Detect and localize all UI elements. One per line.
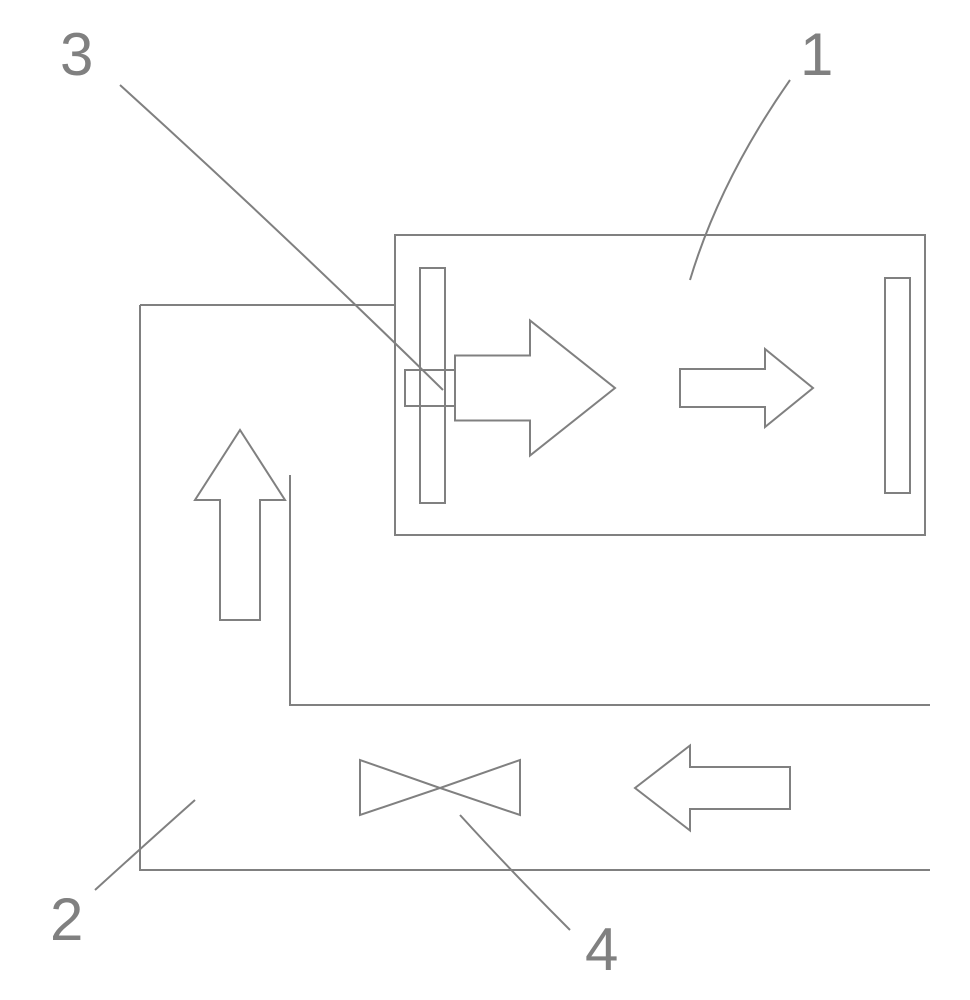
arrow-left	[635, 746, 790, 831]
leader-4	[460, 815, 570, 930]
leader-2	[95, 800, 195, 890]
outer-box	[395, 235, 925, 535]
label-4: 4	[585, 916, 618, 983]
slot-right	[885, 278, 910, 493]
leader-1	[690, 80, 790, 280]
arrow-small-right	[680, 349, 813, 427]
arrow-up	[195, 430, 285, 620]
label-2: 2	[50, 886, 83, 953]
slot-left	[420, 268, 445, 503]
flow-diagram: 1 2 3 4	[0, 0, 970, 1000]
valve-left	[360, 760, 440, 815]
arrow-big-right	[455, 321, 615, 456]
label-1: 1	[800, 21, 833, 88]
valve-right	[440, 760, 520, 815]
fan-body	[405, 370, 455, 406]
label-3: 3	[60, 21, 93, 88]
